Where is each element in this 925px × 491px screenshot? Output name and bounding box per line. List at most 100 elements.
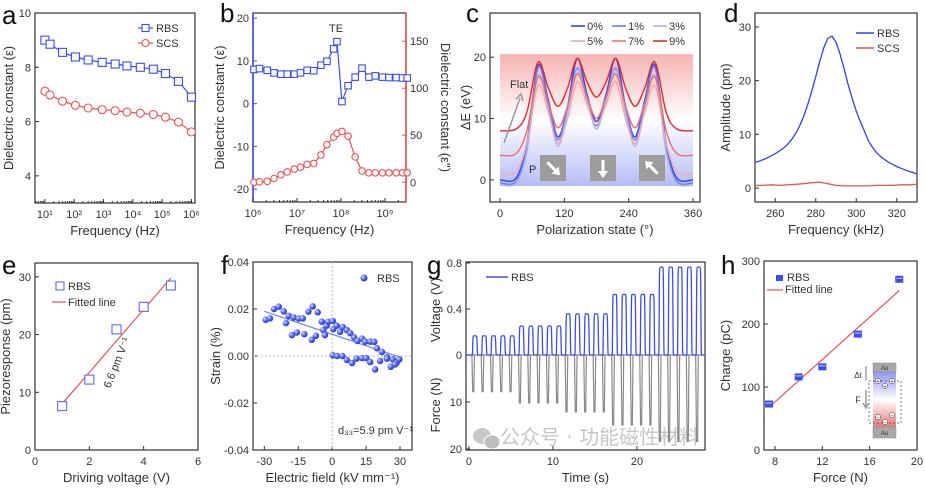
data-point — [83, 55, 93, 65]
data-point — [309, 159, 318, 168]
y-tick-label: 10 — [237, 56, 249, 68]
marker-square — [853, 330, 862, 338]
data-point — [280, 308, 288, 315]
watermark-text: 公众号 · 功能磁性材料 — [500, 425, 699, 449]
y-tick-label: 10 — [19, 8, 31, 20]
x-tick-label: 10⁶ — [183, 209, 200, 221]
negative-charge — [875, 414, 881, 420]
charge-sign: + — [884, 384, 887, 390]
panel-label: b — [220, 0, 234, 28]
y-axis-label: ΔE (eV) — [458, 85, 473, 131]
positive-charge — [875, 378, 881, 384]
data-point — [344, 132, 352, 140]
data-point — [277, 170, 285, 179]
positive-charge — [882, 383, 888, 389]
data-point — [794, 373, 803, 381]
arrowhead-icon — [515, 92, 524, 102]
data-point — [301, 330, 308, 338]
data-point — [378, 348, 386, 356]
data-point — [309, 66, 318, 75]
arrow-shaft — [546, 161, 558, 173]
data-point — [309, 303, 316, 310]
data-point — [373, 344, 381, 352]
y-tick-label: -0.04 — [224, 445, 249, 457]
data-point — [275, 303, 283, 310]
data-point — [255, 64, 264, 73]
y-tick-label: 6 — [25, 117, 31, 129]
data-point — [347, 329, 354, 337]
x-tick-label: 10⁶ — [245, 208, 262, 220]
y-tick-label: 0.04 — [228, 257, 249, 269]
y2-tick-label: 0 — [410, 177, 416, 189]
data-point — [371, 72, 380, 80]
y2-tick-label: 100 — [410, 83, 428, 95]
data-point — [290, 165, 299, 173]
arrow-glyph — [546, 161, 561, 176]
flat-trend-arrow — [503, 97, 521, 144]
series-line-9% — [499, 57, 694, 132]
x-tick-label: 280 — [807, 208, 825, 220]
x-tick-label: 0 — [32, 456, 38, 468]
y-tick-label: 100 — [742, 382, 760, 394]
charge-sign: − — [877, 415, 880, 421]
x-tick-label: 10⁹ — [377, 208, 394, 220]
x-tick-label: 320 — [888, 208, 906, 220]
data-point — [338, 97, 346, 106]
positive-charge — [889, 378, 895, 384]
plot-frame — [763, 260, 918, 451]
y-tick-label: 200 — [742, 319, 760, 331]
data-point — [320, 326, 327, 334]
legend-marker — [141, 38, 150, 48]
y-tick-label: 20 — [19, 330, 31, 342]
data-point — [296, 69, 305, 77]
x-tick-label: 4 — [141, 456, 147, 468]
wechat-icon-bubble — [483, 434, 501, 450]
y-tick-label: -0.02 — [224, 398, 249, 410]
x-tick-label: 2 — [86, 456, 92, 468]
arrow-down-right-icon — [540, 155, 566, 181]
arrow-shaft — [647, 163, 659, 175]
data-point — [84, 374, 95, 385]
y-tick-label: 300 — [742, 256, 760, 268]
data-point — [290, 314, 297, 321]
data-point — [277, 70, 285, 78]
charge-sign: − — [891, 413, 894, 419]
y-tick-label: 20 — [474, 52, 486, 64]
marker-square — [794, 373, 803, 381]
data-point — [365, 73, 373, 81]
data-point — [288, 331, 296, 339]
data-point — [339, 352, 346, 360]
data-point — [186, 92, 197, 102]
data-point — [70, 100, 80, 110]
x-tick-label: 260 — [766, 208, 784, 220]
bottom-electrode — [872, 426, 897, 439]
y-axis-label: Piezoresponse (pm) — [0, 298, 13, 414]
data-point — [378, 169, 387, 177]
force-axis-label: Force (N) — [428, 378, 443, 433]
series-RBS — [40, 35, 197, 102]
arrow-glyph — [644, 160, 659, 175]
data-point — [285, 312, 292, 320]
series-left — [250, 37, 412, 106]
data-point — [312, 332, 320, 340]
data-point — [97, 57, 107, 67]
legend-label: Fitted line — [68, 297, 116, 309]
legend-label: SCS — [877, 43, 900, 55]
y2-axis-label: Dielectric constant (ε'') — [438, 43, 453, 172]
data-point — [186, 127, 197, 137]
legend-label: Fitted line — [785, 284, 833, 296]
x-tick-label: 0 — [329, 456, 335, 468]
plot-frame — [465, 261, 706, 451]
y-tick-label: 10 — [19, 387, 31, 399]
negative-charge — [882, 419, 888, 425]
data-point — [333, 352, 341, 360]
charge-sign: + — [891, 379, 894, 385]
data-point — [378, 73, 387, 81]
data-point — [110, 59, 120, 69]
series-line-RBS — [754, 35, 918, 175]
data-point — [173, 117, 184, 127]
y-tick-label: 0 — [456, 350, 462, 362]
data-point — [135, 108, 145, 118]
